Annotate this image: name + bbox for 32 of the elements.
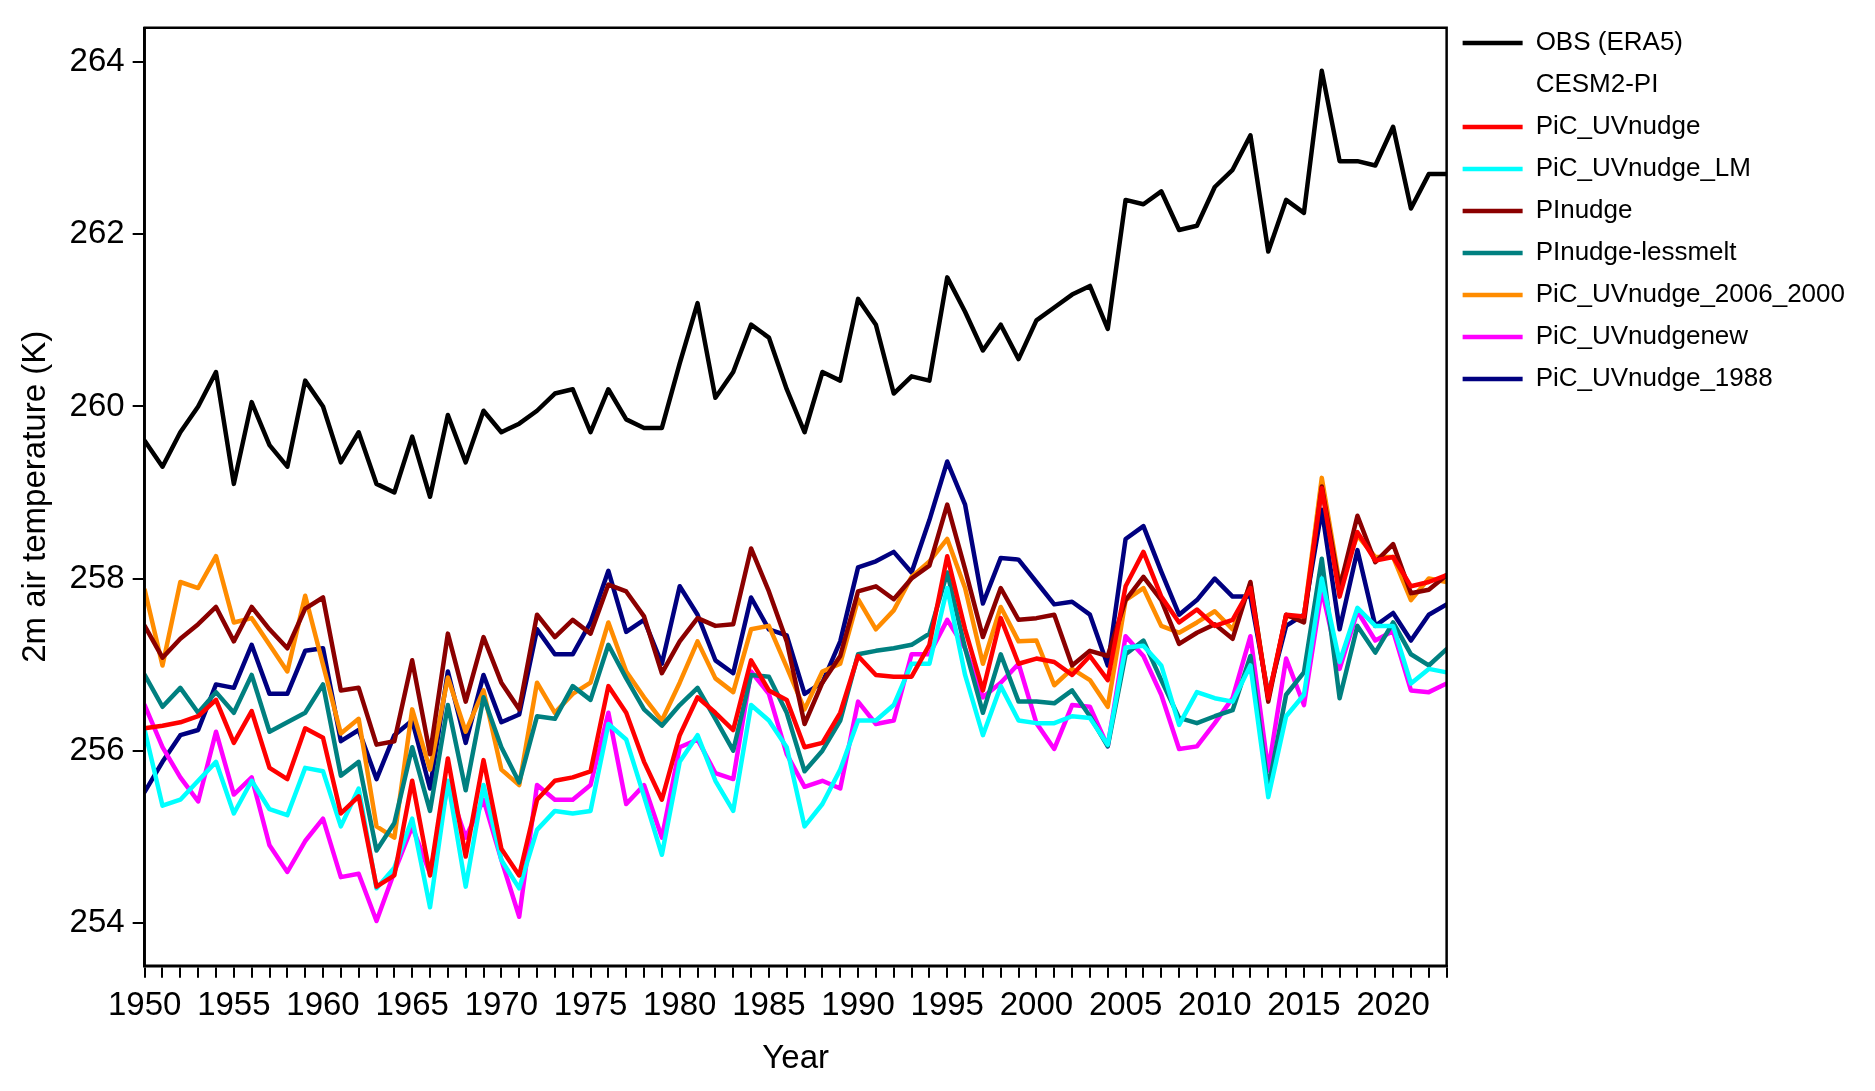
x-tick-label: 2020 [1356, 984, 1430, 1022]
x-tick-label: 1985 [732, 984, 806, 1022]
x-tick-label: 1995 [910, 984, 984, 1022]
x-axis-title: Year [762, 1038, 829, 1076]
x-tick-label: 1975 [553, 984, 628, 1022]
legend-label: OBS (ERA5) [1535, 26, 1683, 57]
legend-label: PiC_UVnudge [1535, 110, 1701, 141]
x-tick-label: 2015 [1267, 984, 1341, 1022]
x-tick-label: 1980 [643, 984, 717, 1022]
y-axis-title: 2m air temperature (K) [14, 330, 52, 663]
legend-label: PiC_UVnudge_2006_2000 [1535, 278, 1845, 309]
legend-label: PInudge [1535, 194, 1633, 225]
x-tick-label: 1950 [107, 984, 182, 1022]
x-tick-label: 1960 [286, 984, 360, 1022]
y-tick-label: 262 [69, 213, 125, 251]
legend-label: PiC_UVnudge_LM [1535, 152, 1751, 183]
x-tick-label: 2010 [1178, 984, 1252, 1022]
y-tick-label: 256 [69, 729, 125, 767]
y-tick-label: 254 [69, 901, 125, 939]
y-tick-label: 258 [69, 557, 125, 595]
legend-label: PInudge-lessmelt [1535, 236, 1738, 267]
legend-label: PiC_UVnudgenew [1535, 320, 1749, 351]
y-tick-label: 260 [69, 385, 125, 423]
y-tick-label: 264 [69, 41, 125, 79]
x-tick-label: 1955 [197, 984, 271, 1022]
x-tick-label: 1965 [375, 984, 449, 1022]
x-tick-label: 2005 [1088, 984, 1163, 1022]
x-tick-label: 1990 [821, 984, 895, 1022]
legend-title: CESM2-PI [1535, 68, 1659, 99]
legend-label: PiC_UVnudge_1988 [1535, 362, 1773, 393]
x-tick-label: 1970 [464, 984, 539, 1022]
x-tick-label: 2000 [999, 984, 1074, 1022]
